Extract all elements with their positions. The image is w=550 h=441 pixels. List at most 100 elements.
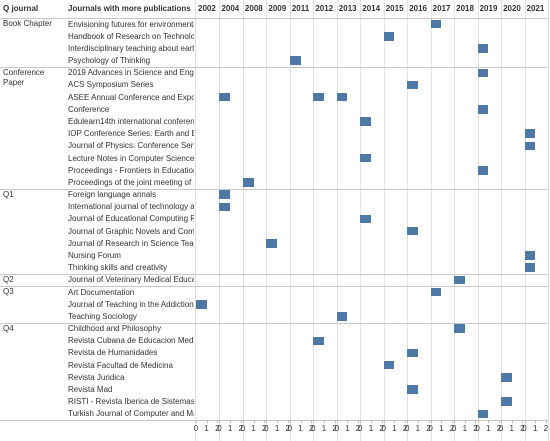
mark bbox=[336, 92, 348, 102]
journal-label: Handbook of Research on Technology T… bbox=[68, 31, 194, 41]
x-tick-label: 1 bbox=[462, 424, 468, 433]
x-tick-label: 0 bbox=[404, 424, 410, 433]
journal-label: ASEE Annual Conference and Expositio… bbox=[68, 92, 194, 102]
x-tick bbox=[336, 420, 338, 423]
x-tick bbox=[289, 420, 291, 423]
mark bbox=[219, 92, 231, 102]
x-tick bbox=[488, 420, 490, 423]
mark bbox=[477, 165, 489, 175]
year-header: 2021 bbox=[526, 4, 545, 13]
group-divider bbox=[0, 188, 548, 190]
year-header: 2019 bbox=[479, 4, 498, 13]
mark bbox=[477, 409, 489, 419]
x-tick-label: 0 bbox=[381, 424, 386, 433]
x-tick-label: 0 bbox=[475, 424, 480, 433]
header-divider bbox=[0, 18, 548, 19]
group-divider bbox=[0, 66, 548, 68]
journal-label: Nursing Forum bbox=[68, 250, 121, 260]
mark bbox=[524, 129, 536, 138]
journal-label: Envisioning futures for environmental … bbox=[68, 19, 194, 29]
mark bbox=[407, 226, 418, 236]
year-header: 2013 bbox=[338, 4, 357, 13]
x-tick-label: 1 bbox=[251, 424, 256, 433]
mark bbox=[501, 373, 512, 382]
mark bbox=[360, 214, 371, 224]
column-divider bbox=[219, 0, 221, 441]
year-header: 2011 bbox=[291, 4, 310, 13]
x-tick-label: 2 bbox=[402, 424, 408, 433]
x-tick-label: 2 bbox=[449, 424, 455, 433]
group-label: Q4 bbox=[3, 323, 14, 333]
group-label: Q1 bbox=[3, 189, 14, 199]
mark bbox=[477, 105, 489, 114]
journal-label: RISTI - Revista Iberica de Sistemas e Te… bbox=[68, 397, 194, 407]
column-divider bbox=[289, 0, 291, 441]
journal-label: Journal of Veterinary Medical Education bbox=[68, 275, 194, 285]
mark bbox=[360, 117, 371, 126]
journal-label: Revista de Humanidades bbox=[68, 348, 158, 358]
x-tick-label: 0 bbox=[264, 424, 269, 433]
x-tick-label: 2 bbox=[238, 424, 244, 433]
axis-divider bbox=[0, 420, 548, 421]
x-tick bbox=[477, 420, 479, 423]
x-tick bbox=[511, 420, 513, 423]
journal-label: ACS Symposium Series bbox=[68, 80, 154, 90]
mark bbox=[219, 190, 231, 199]
journal-label: Turkish Journal of Computer and Mathe… bbox=[68, 409, 194, 419]
x-tick-label: 1 bbox=[509, 424, 514, 433]
x-tick-label: 1 bbox=[298, 424, 303, 433]
group-divider bbox=[0, 322, 548, 324]
x-tick-label: 2 bbox=[215, 424, 220, 433]
year-header: 2015 bbox=[385, 4, 404, 13]
journal-label: Proceedings - Frontiers in Education Co… bbox=[68, 165, 194, 175]
column-divider bbox=[195, 0, 196, 441]
journal-label: Journal of Educational Computing Rese… bbox=[68, 214, 194, 224]
journal-label: Foreign language annals bbox=[68, 190, 157, 200]
x-tick bbox=[452, 420, 453, 423]
year-header: 2014 bbox=[362, 4, 381, 13]
x-tick bbox=[383, 420, 385, 423]
x-tick bbox=[454, 420, 456, 423]
journal-label: Art Documentation bbox=[68, 287, 135, 297]
mark bbox=[360, 153, 371, 163]
journal-label: Edulearn14th international conference … bbox=[68, 116, 194, 126]
mark bbox=[477, 68, 489, 78]
x-tick-label: 2 bbox=[473, 424, 478, 433]
x-tick-label: 0 bbox=[193, 424, 199, 433]
header: Journals with more publications bbox=[68, 4, 191, 13]
x-tick bbox=[253, 420, 255, 423]
journal-label: Teaching Sociology bbox=[68, 311, 137, 321]
mark bbox=[430, 287, 442, 297]
year-header: 2009 bbox=[268, 4, 287, 13]
x-tick-label: 0 bbox=[240, 424, 246, 433]
x-tick bbox=[334, 420, 336, 423]
journal-label: 2019 Advances in Science and Engineer… bbox=[68, 68, 194, 78]
mark bbox=[524, 263, 536, 272]
journal-label: Thinking skills and creativity bbox=[68, 263, 168, 273]
x-tick bbox=[381, 420, 383, 423]
year-header: 2018 bbox=[456, 4, 474, 13]
mark bbox=[407, 80, 418, 90]
journal-label: Revista Mad bbox=[68, 384, 113, 394]
x-tick bbox=[242, 420, 244, 423]
column-divider bbox=[266, 0, 268, 441]
journal-label: Psychology of Thinking bbox=[68, 56, 151, 66]
x-tick-label: 2 bbox=[332, 424, 337, 433]
x-tick-label: 1 bbox=[227, 424, 233, 433]
x-tick-label: 0 bbox=[451, 424, 457, 433]
column-divider bbox=[501, 0, 503, 441]
x-tick-label: 1 bbox=[274, 424, 280, 433]
x-tick-label: 0 bbox=[428, 424, 433, 433]
mark bbox=[407, 385, 418, 394]
year-header: 2002 bbox=[198, 4, 216, 13]
x-tick bbox=[347, 420, 349, 423]
x-tick-label: 1 bbox=[368, 424, 374, 433]
journal-label: Revista Cubana de Educacion Medica S… bbox=[68, 336, 194, 346]
x-tick bbox=[428, 420, 430, 423]
x-tick bbox=[311, 420, 313, 423]
column-divider bbox=[454, 0, 456, 441]
x-tick bbox=[475, 420, 477, 423]
journal-label: Conference bbox=[68, 104, 110, 114]
mark bbox=[266, 239, 278, 248]
